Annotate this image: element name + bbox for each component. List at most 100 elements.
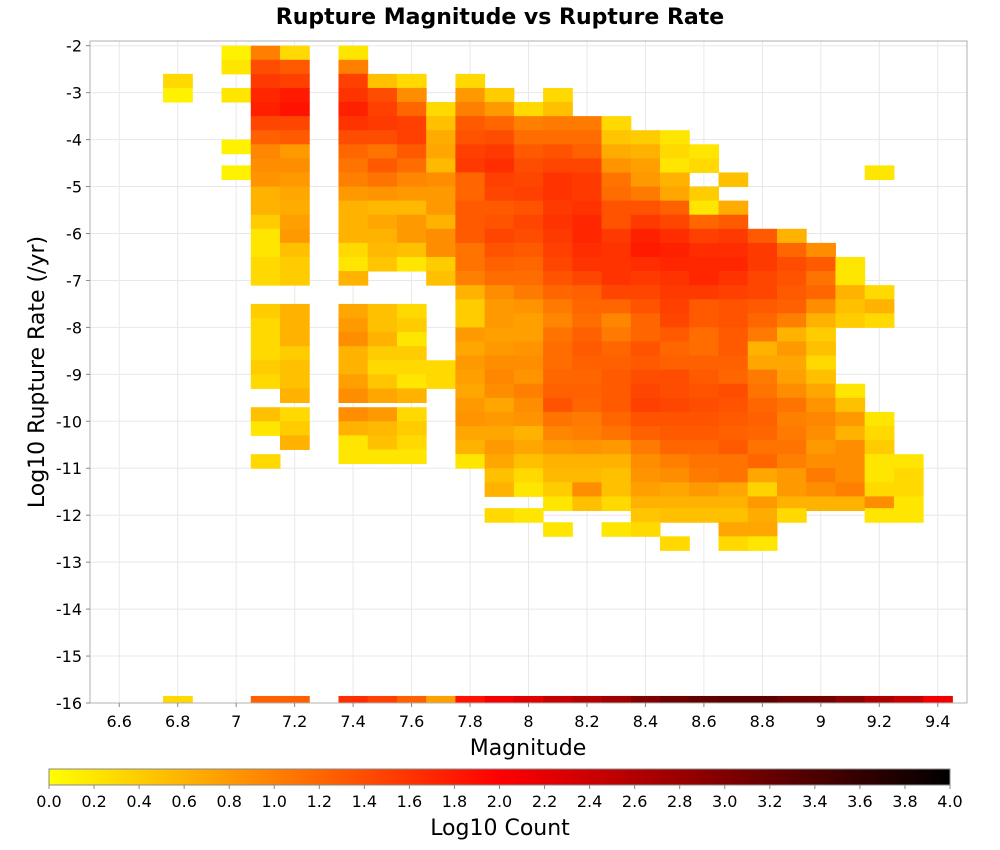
heatmap-cell — [806, 454, 836, 469]
heatmap-cell — [484, 440, 515, 455]
heatmap-cell — [893, 695, 924, 704]
heatmap-cell — [455, 186, 486, 202]
heatmap-cell — [367, 303, 398, 319]
heatmap-cell — [280, 116, 310, 131]
heatmap-cell — [543, 200, 573, 216]
heatmap-cell — [221, 87, 252, 103]
heatmap-cell — [367, 214, 398, 230]
heatmap-cell — [513, 369, 544, 385]
heatmap-cell — [338, 332, 369, 347]
heatmap-cell — [221, 59, 252, 75]
heatmap-cell — [718, 468, 749, 483]
heatmap-cell — [367, 256, 398, 272]
heatmap-cell — [689, 327, 720, 342]
heatmap-cell — [864, 482, 895, 497]
heatmap-cell — [835, 440, 866, 455]
heatmap-cell — [484, 158, 515, 173]
heatmap-cell — [513, 468, 544, 483]
heatmap-cell — [630, 411, 661, 427]
heatmap-cell — [630, 468, 661, 483]
heatmap-cell — [776, 341, 807, 357]
heatmap-cell — [718, 496, 749, 512]
heatmap-cell — [689, 482, 720, 497]
heatmap-cell — [484, 242, 515, 258]
heatmap-cell — [484, 425, 515, 441]
heatmap-cell — [543, 313, 573, 328]
heatmap-cell — [513, 383, 544, 399]
heatmap-cell — [776, 425, 807, 441]
heatmap-cell — [338, 73, 369, 89]
colorbar-tick-label: 3.6 — [847, 792, 872, 811]
heatmap-cell — [806, 256, 836, 272]
heatmap-cell — [396, 130, 427, 145]
heatmap-cell — [630, 397, 661, 413]
heatmap-cell — [718, 313, 749, 328]
heatmap-cell — [250, 332, 281, 347]
heatmap-cell — [396, 407, 427, 422]
heatmap-cell — [484, 172, 515, 188]
heatmap-cell — [396, 303, 427, 319]
heatmap-cell — [250, 73, 281, 89]
heatmap-cell — [338, 435, 369, 450]
x-tick-label: 7 — [231, 712, 241, 731]
heatmap-cell — [543, 172, 573, 188]
heatmap-cell — [630, 285, 661, 300]
heatmap-cell — [426, 144, 456, 159]
heatmap-cell — [747, 341, 778, 357]
heatmap-cell — [806, 313, 836, 328]
heatmap-cell — [455, 73, 486, 89]
heatmap-cell — [367, 407, 398, 422]
heatmap-cell — [455, 383, 486, 399]
heatmap-cell — [630, 369, 661, 385]
heatmap-cell — [280, 421, 310, 436]
heatmap-cell — [338, 116, 369, 131]
heatmap-cell — [280, 303, 310, 319]
heatmap-cell — [747, 313, 778, 328]
heatmap-cell — [426, 102, 456, 117]
heatmap-cell — [718, 369, 749, 385]
heatmap-cell — [660, 271, 690, 286]
heatmap-cell — [455, 102, 486, 117]
heatmap-cell — [747, 695, 778, 704]
heatmap-cell — [543, 242, 573, 258]
x-axis-label: Magnitude — [470, 736, 587, 761]
colorbar-tick-label: 0.0 — [36, 792, 61, 811]
heatmap-cell — [864, 285, 895, 300]
heatmap-cell — [572, 397, 603, 413]
colorbar-tick-label: 0.6 — [171, 792, 196, 811]
heatmap-cell — [806, 369, 836, 385]
heatmap-cell — [776, 369, 807, 385]
heatmap-cell — [455, 271, 486, 286]
heatmap-cell — [747, 454, 778, 469]
heatmap-cell — [689, 299, 720, 314]
heatmap-cell — [513, 186, 544, 202]
heatmap-cell — [718, 172, 749, 188]
x-tick-label: 7.6 — [399, 712, 424, 731]
heatmap-cell — [484, 397, 515, 413]
heatmap-cell — [689, 355, 720, 371]
heatmap-cell — [513, 172, 544, 188]
y-tick-label: -11 — [56, 459, 82, 478]
heatmap-cell — [396, 346, 427, 361]
heatmap-cell — [543, 341, 573, 357]
heatmap-cell — [660, 341, 690, 357]
heatmap-cell — [630, 313, 661, 328]
heatmap-cell — [484, 299, 515, 314]
heatmap-cell — [630, 341, 661, 357]
heatmap-cell — [660, 158, 690, 173]
heatmap-cell — [396, 374, 427, 389]
heatmap-cell — [455, 341, 486, 357]
heatmap-cell — [747, 369, 778, 385]
heatmap-cell — [543, 383, 573, 399]
heatmap-cell — [776, 468, 807, 483]
heatmap-cell — [367, 374, 398, 389]
heatmap-cell — [367, 130, 398, 145]
heatmap-cell — [250, 172, 281, 188]
heatmap-cell — [455, 158, 486, 173]
heatmap-cell — [601, 411, 632, 427]
heatmap-cell — [601, 468, 632, 483]
heatmap-cell — [338, 200, 369, 216]
heatmap-cell — [280, 130, 310, 145]
heatmap-cell — [367, 87, 398, 103]
chart-title: Rupture Magnitude vs Rupture Rate — [276, 5, 724, 30]
